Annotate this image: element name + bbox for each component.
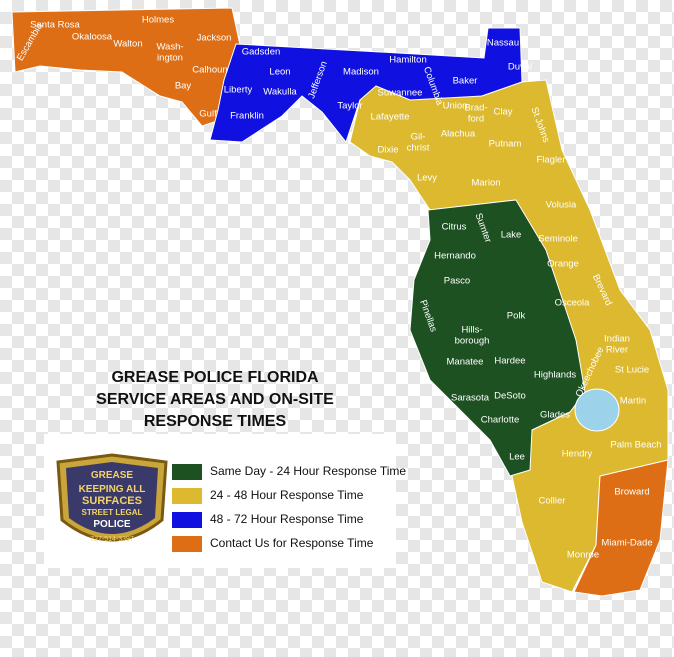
county-label: borough xyxy=(455,336,490,347)
region-same-day xyxy=(409,199,586,477)
county-label: Citrus xyxy=(442,222,467,233)
county-label: Duval xyxy=(508,62,532,73)
badge-text: 727-514-3397 xyxy=(90,536,134,543)
county-label: Palm Beach xyxy=(610,440,661,451)
county-label: Glades xyxy=(540,410,570,421)
badge-text: STREET LEGAL xyxy=(82,508,143,517)
county-label: Pasco xyxy=(444,276,470,287)
county-label: Dixie xyxy=(377,145,398,156)
title-line: SERVICE AREAS AND ON-SITE xyxy=(96,391,334,408)
county-label: Suwannee xyxy=(378,88,423,99)
badge: GREASE KEEPING ALL SURFACES STREET LEGAL… xyxy=(56,453,168,543)
county-label: Hardee xyxy=(494,356,525,367)
county-label: Hernando xyxy=(434,251,476,262)
county-label: Clay xyxy=(493,107,512,118)
county-label: Holmes xyxy=(142,15,174,26)
county-label: Collier xyxy=(539,496,566,507)
county-label: Hendry xyxy=(562,449,593,460)
county-label: Santa Rosa xyxy=(30,20,80,31)
legend: Same Day - 24 Hour Response Time 24 - 48 … xyxy=(172,464,406,552)
badge-text: POLICE xyxy=(93,519,131,530)
legend-swatch xyxy=(172,536,202,552)
county-label: River xyxy=(606,345,628,356)
county-label: Putnam xyxy=(489,139,522,150)
county-label: Marion xyxy=(471,178,500,189)
county-label: Osceola xyxy=(555,298,591,309)
region-contact xyxy=(573,459,669,597)
county-label: Nassau xyxy=(487,38,519,49)
county-label: Flagler xyxy=(536,155,565,166)
county-label: ington xyxy=(157,53,183,64)
legend-label: Same Day - 24 Hour Response Time xyxy=(210,464,406,478)
county-label: Alachua xyxy=(441,129,476,140)
county-label: St Lucie xyxy=(615,365,649,376)
county-label: Wash- xyxy=(156,42,183,53)
county-label: Hamilton xyxy=(389,55,427,66)
county-label: Lake xyxy=(501,230,522,241)
badge-text: SURFACES xyxy=(82,495,142,507)
legend-label: Contact Us for Response Time xyxy=(210,536,374,550)
county-label: Sarasota xyxy=(451,393,490,404)
county-label: Madison xyxy=(343,67,379,78)
county-label: DeSoto xyxy=(494,391,526,402)
badge-text: KEEPING ALL xyxy=(79,484,146,495)
county-label: ford xyxy=(468,114,484,125)
county-label: Martin xyxy=(620,396,646,407)
county-label: Hills- xyxy=(461,325,482,336)
county-label: Indian xyxy=(604,334,630,345)
county-label: Bay xyxy=(175,81,192,92)
badge-text: GREASE xyxy=(91,470,134,481)
county-label: Leon xyxy=(269,67,290,78)
county-label: Jackson xyxy=(197,33,232,44)
legend-label: 24 - 48 Hour Response Time xyxy=(210,488,364,502)
county-label: Seminole xyxy=(538,234,578,245)
county-label: Okaloosa xyxy=(72,32,113,43)
county-label: Baker xyxy=(453,76,478,87)
county-label: Broward xyxy=(614,487,649,498)
county-label: Lafayette xyxy=(370,112,409,123)
county-label: Walton xyxy=(113,39,142,50)
county-label: Charlotte xyxy=(481,415,520,426)
county-label: Monroe xyxy=(567,550,599,561)
county-label: Highlands xyxy=(534,370,576,381)
county-label: Liberty xyxy=(224,85,253,96)
county-label: Orange xyxy=(547,259,579,270)
county-label: Taylor xyxy=(337,101,362,112)
county-label: Union xyxy=(443,101,468,112)
county-label: Gadsden xyxy=(242,47,281,58)
county-label: Gulf xyxy=(199,109,217,120)
county-label: Franklin xyxy=(230,111,264,122)
title-line: GREASE POLICE FLORIDA xyxy=(111,369,319,386)
lake xyxy=(574,388,620,432)
legend-label: 48 - 72 Hour Response Time xyxy=(210,512,364,526)
regions xyxy=(11,7,669,597)
county-label: Calhoun xyxy=(192,65,227,76)
county-label: Levy xyxy=(417,173,437,184)
county-label: Polk xyxy=(507,311,526,322)
county-label: Wakulla xyxy=(263,87,297,98)
county-label: Gil- xyxy=(411,132,426,143)
county-label: christ xyxy=(407,143,430,154)
county-label: Miami-Dade xyxy=(601,538,652,549)
legend-swatch xyxy=(172,488,202,504)
county-label: Volusia xyxy=(546,200,577,211)
title: GREASE POLICE FLORIDA SERVICE AREAS AND … xyxy=(96,369,334,430)
county-label: Brad- xyxy=(464,103,487,114)
legend-swatch xyxy=(172,512,202,528)
county-label: Lee xyxy=(509,452,525,463)
title-line: RESPONSE TIMES xyxy=(144,413,287,430)
legend-swatch xyxy=(172,464,202,480)
county-label: Manatee xyxy=(447,357,484,368)
